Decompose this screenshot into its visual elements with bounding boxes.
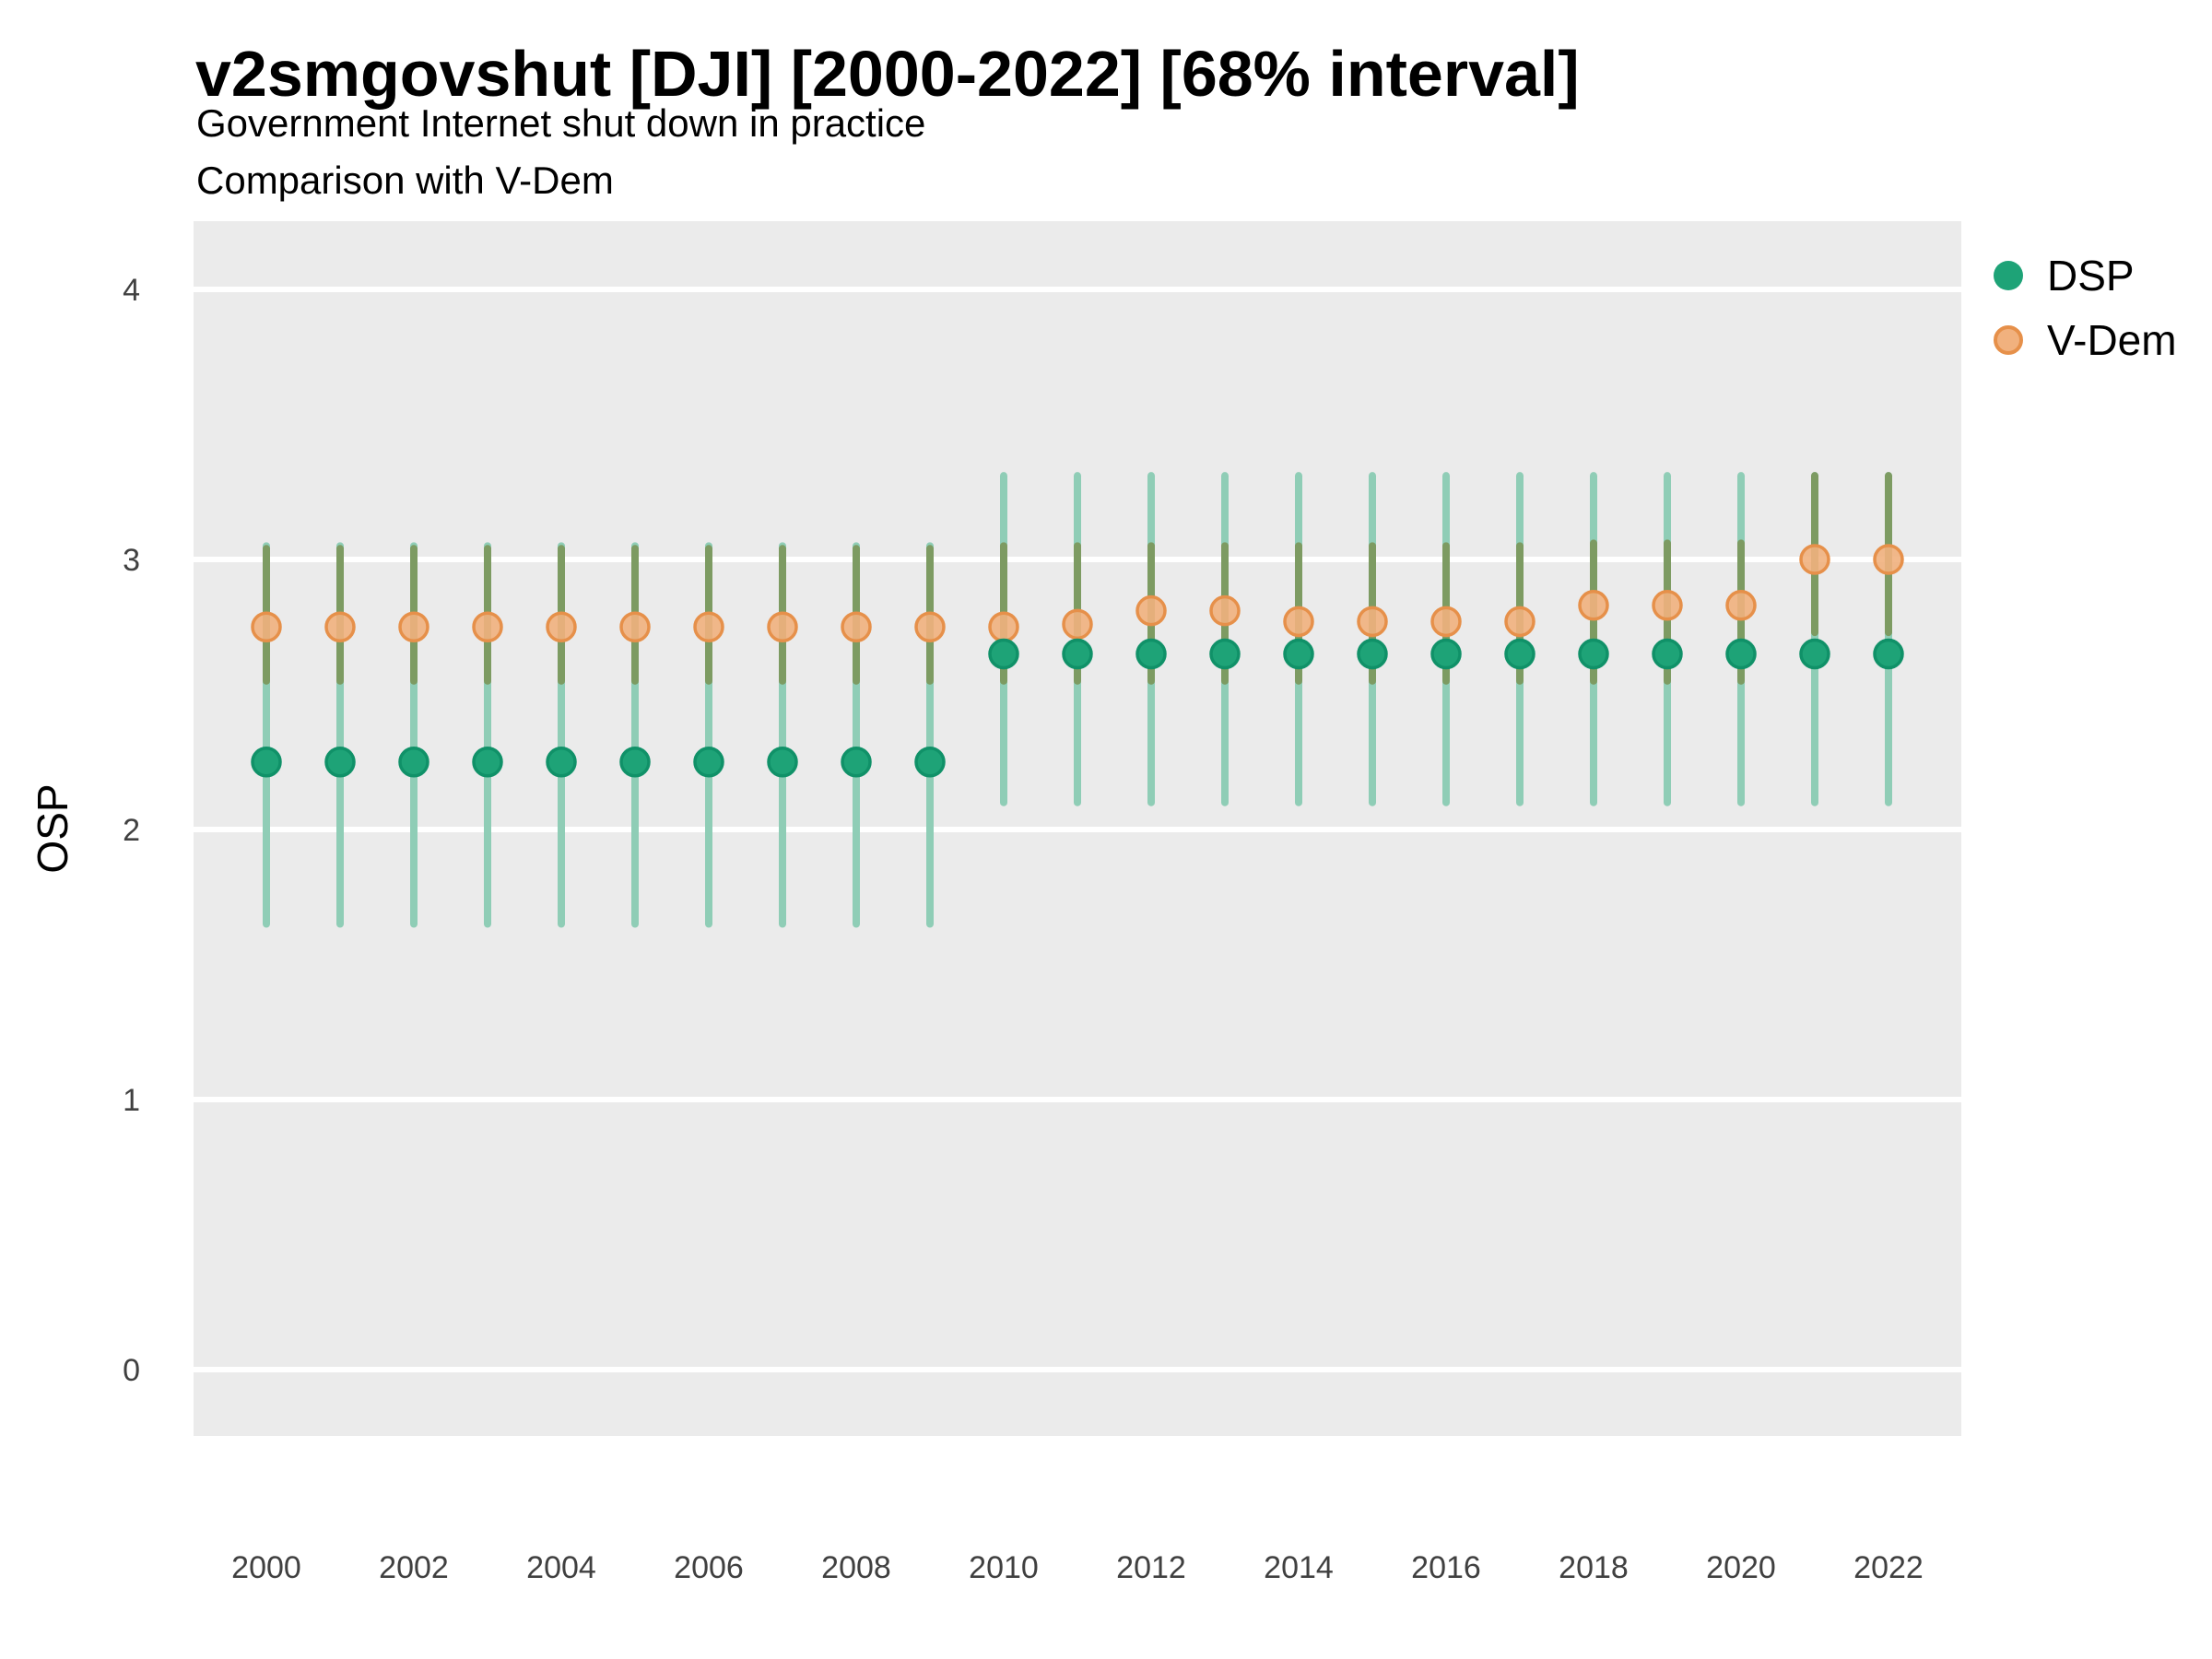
dsp-point-2020: [1725, 638, 1757, 670]
legend-item-vdem: V-Dem: [1994, 315, 2177, 365]
dsp-point-2017: [1504, 638, 1535, 670]
dsp-point-2018: [1578, 638, 1609, 670]
vdem-point-2019: [1652, 590, 1683, 621]
vdem-point-2008: [841, 611, 872, 642]
legend-label-dsp: DSP: [2047, 252, 2135, 300]
vdem-point-2001: [324, 611, 356, 642]
vdem-point-2015: [1357, 606, 1388, 638]
dsp-point-2016: [1430, 638, 1462, 670]
vdem-point-2016: [1430, 606, 1462, 638]
vdem-point-2021: [1799, 544, 1830, 575]
vdem-point-2002: [398, 611, 429, 642]
vdem-point-2022: [1873, 544, 1904, 575]
dsp-point-2006: [693, 747, 724, 778]
dsp-point-2022: [1873, 638, 1904, 670]
x-tick-label-2008: 2008: [821, 1550, 891, 1585]
x-tick-label-2006: 2006: [674, 1550, 744, 1585]
x-tick-label-2014: 2014: [1264, 1550, 1334, 1585]
x-tick-label-2002: 2002: [379, 1550, 449, 1585]
vdem-point-2013: [1209, 594, 1241, 627]
dsp-point-2013: [1209, 638, 1241, 670]
dsp-point-2010: [988, 638, 1019, 670]
vdem-point-2000: [251, 611, 282, 642]
vdem-point-2007: [767, 611, 798, 642]
dsp-point-2005: [619, 747, 651, 778]
dsp-point-2007: [767, 747, 798, 778]
vdem-point-2012: [1135, 594, 1167, 627]
x-tick-label-2018: 2018: [1559, 1550, 1629, 1585]
vdem-point-2017: [1504, 606, 1535, 638]
vdem-legend-swatch-icon: [1994, 325, 2023, 355]
x-tick-label-2012: 2012: [1116, 1550, 1186, 1585]
x-tick-label-2010: 2010: [969, 1550, 1039, 1585]
dsp-point-2012: [1135, 638, 1167, 670]
dsp-point-2011: [1062, 638, 1093, 670]
vdem-point-2011: [1062, 608, 1093, 641]
dsp-legend-swatch-icon: [1994, 261, 2023, 290]
legend-label-vdem: V-Dem: [2047, 316, 2177, 364]
x-tick-label-2000: 2000: [231, 1550, 301, 1585]
vdem-point-2020: [1725, 590, 1757, 621]
vdem-point-2003: [472, 611, 503, 642]
chart-title: v2smgovshut [DJI] [2000-2022] [68% inter…: [195, 38, 1580, 110]
vdem-point-2010: [988, 611, 1019, 642]
dsp-point-2001: [324, 747, 356, 778]
dsp-point-2008: [841, 747, 872, 778]
x-tick-label-2022: 2022: [1853, 1550, 1924, 1585]
vdem-point-2009: [914, 611, 946, 642]
vdem-point-2018: [1578, 590, 1609, 621]
dsp-point-2019: [1652, 638, 1683, 670]
x-tick-label-2004: 2004: [526, 1550, 596, 1585]
y-tick-label-0: 0: [123, 1353, 140, 1388]
dsp-point-2009: [914, 747, 946, 778]
vdem-point-2006: [693, 611, 724, 642]
dsp-point-2021: [1799, 638, 1830, 670]
y-tick-label-1: 1: [123, 1083, 140, 1118]
dsp-point-2002: [398, 747, 429, 778]
legend-item-dsp: DSP: [1994, 251, 2177, 300]
chart-subtitle-line1: Government Internet shut down in practic…: [196, 101, 926, 145]
chart-subtitle-line2: Comparison with V-Dem: [196, 159, 614, 202]
dsp-point-2015: [1357, 638, 1388, 670]
vdem-point-2004: [546, 611, 577, 642]
dsp-point-2014: [1283, 638, 1314, 670]
x-tick-label-2020: 2020: [1706, 1550, 1776, 1585]
y-tick-label-3: 3: [123, 543, 140, 578]
x-tick-label-2016: 2016: [1411, 1550, 1481, 1585]
legend: DSP V-Dem: [1994, 251, 2177, 365]
y-tick-label-4: 4: [123, 273, 140, 308]
y-tick-label-2: 2: [123, 813, 140, 848]
dsp-point-2003: [472, 747, 503, 778]
vdem-point-2005: [619, 611, 651, 642]
dsp-point-2004: [546, 747, 577, 778]
dsp-point-2000: [251, 747, 282, 778]
vdem-point-2014: [1283, 606, 1314, 638]
